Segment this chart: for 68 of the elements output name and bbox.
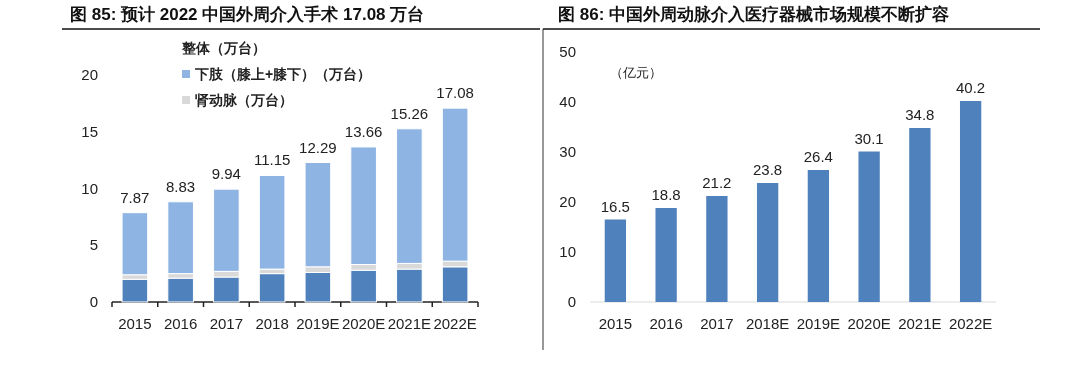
x-tick-label: 2019E — [796, 315, 841, 332]
bar — [807, 170, 830, 302]
data-label: 26.4 — [803, 148, 833, 165]
y-tick-label: 50 — [559, 43, 576, 60]
chart-title: 图 85: 预计 2022 中国外周介入手术 17.08 万台 — [70, 5, 425, 24]
x-tick-label: 2020E — [341, 315, 386, 332]
bar — [304, 271, 332, 303]
x-tick-label: 2019E — [296, 315, 340, 332]
y-tick-label: 0 — [567, 293, 576, 310]
total-label: 12.29 — [299, 138, 337, 156]
x-tick-label: 2018 — [255, 315, 289, 332]
bar — [258, 174, 286, 270]
y-tick-label: 0 — [89, 293, 98, 310]
data-label: 21.2 — [702, 174, 732, 191]
y-tick-label: 20 — [81, 66, 98, 83]
x-tick-label: 2022E — [433, 315, 477, 332]
y-tick-label: 20 — [559, 193, 576, 210]
x-tick-label: 2017 — [209, 315, 244, 332]
total-label: 15.26 — [390, 104, 429, 122]
bar — [756, 183, 779, 302]
x-tick-label: 2022E — [948, 315, 993, 332]
bar — [959, 101, 982, 302]
total-label: 7.87 — [120, 188, 150, 206]
data-label: 16.5 — [600, 197, 630, 215]
x-tick-label: 2021E — [387, 315, 432, 332]
bar — [350, 269, 377, 303]
y-tick-label: 10 — [559, 243, 576, 260]
x-tick-label: 2017 — [700, 315, 734, 332]
y-axis-title: （亿元） — [610, 65, 662, 80]
bar — [441, 266, 469, 303]
bar — [655, 208, 677, 302]
bar — [909, 128, 931, 302]
data-label: 23.8 — [753, 161, 783, 178]
bar — [167, 277, 194, 303]
x-tick-label: 2016 — [649, 315, 683, 332]
chart-title: 图 86: 中国外周动脉介入医疗器械市场规模不断扩容 — [558, 5, 950, 24]
y-tick-label: 15 — [81, 122, 98, 140]
total-label: 11.15 — [253, 151, 291, 169]
x-tick-label: 2020E — [847, 315, 891, 332]
total-label: 17.08 — [436, 84, 474, 102]
data-label: 40.2 — [956, 79, 986, 96]
bar — [706, 196, 728, 302]
data-label: 18.8 — [651, 186, 681, 203]
y-tick-label: 5 — [89, 236, 98, 254]
total-label: 13.66 — [344, 122, 383, 140]
total-label: 8.83 — [166, 177, 196, 195]
y-tick-label: 40 — [559, 93, 576, 110]
x-tick-label: 2016 — [163, 315, 198, 332]
x-tick-label: 2018E — [745, 315, 790, 332]
total-label: 9.94 — [211, 165, 241, 183]
legend-label: 下肢（膝上+膝下）（万台） — [194, 66, 372, 82]
bar — [213, 276, 240, 303]
y-tick-label: 10 — [81, 179, 98, 197]
bar — [121, 278, 149, 303]
x-tick-label: 2021E — [898, 315, 942, 332]
bar — [604, 219, 627, 302]
bar — [258, 273, 286, 303]
legend-title: 整体（万台） — [181, 40, 266, 56]
data-label: 30.1 — [854, 129, 884, 147]
x-tick-label: 2015 — [118, 315, 152, 332]
legend-label: 肾动脉（万台） — [195, 92, 293, 108]
bar — [396, 268, 423, 303]
bar — [858, 151, 880, 302]
bar — [167, 201, 194, 275]
y-tick-label: 30 — [559, 143, 576, 160]
bar — [121, 212, 149, 276]
x-tick-label: 2015 — [598, 315, 633, 332]
data-label: 34.8 — [905, 106, 935, 123]
